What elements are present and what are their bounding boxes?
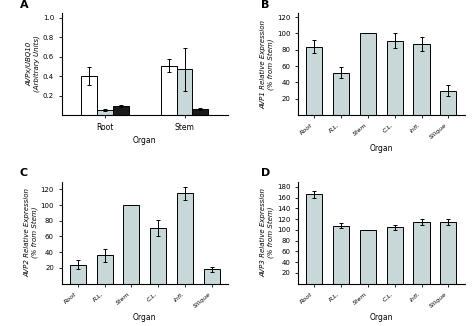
- Bar: [192, 109, 208, 115]
- Bar: [150, 228, 166, 284]
- Bar: [97, 110, 113, 115]
- Bar: [204, 270, 220, 284]
- Bar: [123, 205, 139, 284]
- Bar: [306, 194, 322, 284]
- Bar: [82, 76, 97, 115]
- Bar: [113, 106, 129, 115]
- Bar: [387, 227, 403, 284]
- Bar: [161, 66, 177, 115]
- Text: A: A: [20, 0, 28, 10]
- X-axis label: Organ: Organ: [370, 313, 393, 322]
- Bar: [70, 265, 86, 284]
- Bar: [360, 34, 376, 115]
- Bar: [413, 44, 429, 115]
- Y-axis label: AVP2 Relative Expression
(% from Stem): AVP2 Relative Expression (% from Stem): [24, 188, 38, 277]
- Text: B: B: [261, 0, 270, 10]
- Bar: [440, 91, 456, 115]
- Bar: [177, 69, 192, 115]
- Text: D: D: [261, 169, 271, 178]
- Y-axis label: AVPx/UBQ10
(Arbitrary Units): AVPx/UBQ10 (Arbitrary Units): [27, 36, 40, 93]
- X-axis label: Organ: Organ: [133, 313, 156, 322]
- Bar: [387, 41, 403, 115]
- Bar: [333, 226, 349, 284]
- X-axis label: Organ: Organ: [370, 144, 393, 153]
- Bar: [306, 47, 322, 115]
- Text: C: C: [20, 169, 28, 178]
- Bar: [177, 193, 193, 284]
- Bar: [333, 73, 349, 115]
- Y-axis label: AVP1 Relative Expression
(% from Stem): AVP1 Relative Expression (% from Stem): [260, 20, 274, 109]
- Bar: [97, 255, 113, 284]
- Y-axis label: AVP3 Relative Expression
(% from Stem): AVP3 Relative Expression (% from Stem): [260, 188, 274, 277]
- Bar: [360, 230, 376, 284]
- X-axis label: Organ: Organ: [133, 136, 156, 145]
- Bar: [440, 222, 456, 284]
- Bar: [413, 222, 429, 284]
